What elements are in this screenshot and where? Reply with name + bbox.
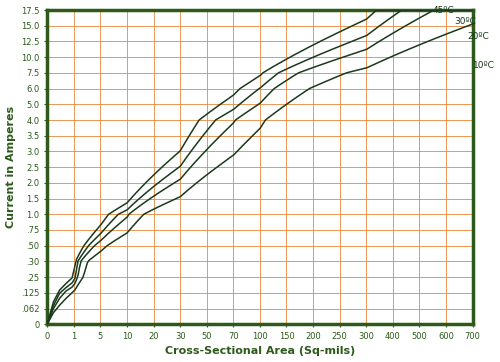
Text: 45ºC: 45ºC: [432, 5, 454, 14]
Text: 10ºC: 10ºC: [472, 60, 494, 70]
Text: 30ºC: 30ºC: [454, 17, 476, 26]
Y-axis label: Current in Amperes: Current in Amperes: [6, 106, 16, 228]
X-axis label: Cross-Sectional Area (Sq-mils): Cross-Sectional Area (Sq-mils): [165, 346, 355, 357]
Text: 20ºC: 20ºC: [468, 32, 489, 41]
